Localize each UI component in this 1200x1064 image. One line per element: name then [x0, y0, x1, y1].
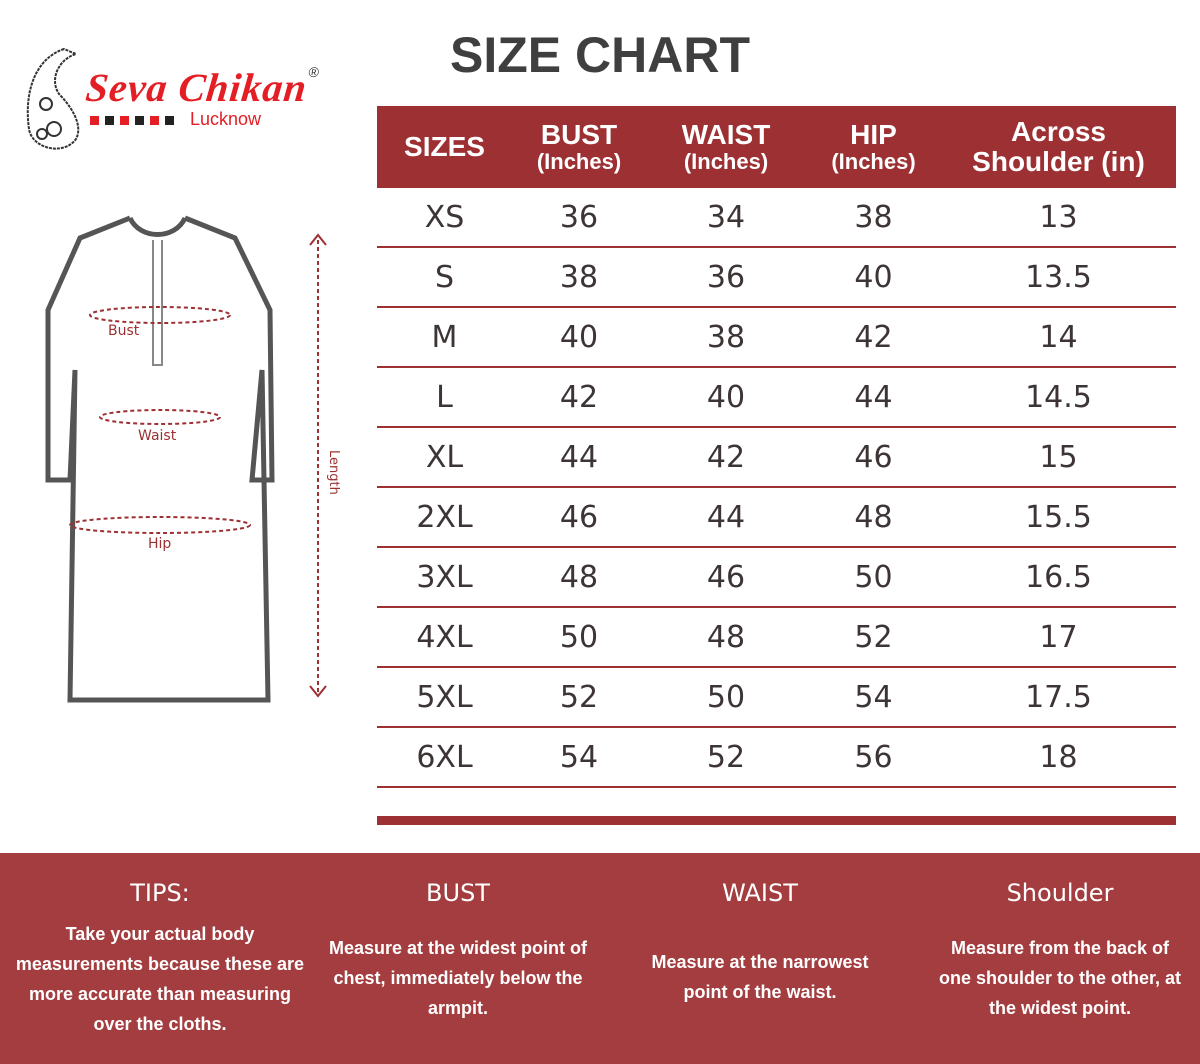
value-cell: 44: [706, 499, 746, 535]
value-cell: 52: [559, 679, 599, 715]
table-row: 3XL 48 46 50 16.5: [377, 548, 1176, 608]
size-table: SIZES BUST (Inches) WAIST (Inches) HIP (Inc…: [377, 106, 1176, 825]
value-cell: 50: [854, 559, 893, 595]
table-row: XS 36 34 38 13: [377, 188, 1176, 248]
table-row: 2XL 46 44 48 15.5: [377, 488, 1176, 548]
brand-name: Seva Chikan®: [83, 64, 321, 110]
value-cell: 13: [1039, 199, 1078, 235]
value-cell: 15.5: [1025, 499, 1092, 535]
value-cell: 36: [559, 199, 599, 235]
value-cell: 17: [1039, 619, 1078, 655]
kurta-illustration: Bust Waist Hip Length: [45, 215, 341, 703]
table-end-bar: [377, 816, 1176, 825]
value-cell: 48: [559, 559, 599, 595]
value-cell: 44: [854, 379, 893, 415]
value-cell: 42: [854, 319, 893, 355]
value-cell: 48: [854, 499, 893, 535]
value-cell: 15: [1039, 439, 1078, 475]
size-cell: M: [431, 319, 458, 355]
value-cell: 36: [706, 259, 746, 295]
value-cell: 48: [706, 619, 746, 655]
value-cell: 44: [559, 439, 599, 475]
value-cell: 50: [559, 619, 599, 655]
size-cell: 4XL: [416, 619, 473, 655]
value-cell: 54: [854, 679, 893, 715]
size-cell: XL: [425, 439, 464, 475]
size-cell: 6XL: [416, 739, 473, 775]
waist-label: Waist: [138, 428, 177, 444]
value-cell: 40: [559, 319, 599, 355]
size-cell: 3XL: [416, 559, 473, 595]
value-cell: 54: [559, 739, 599, 775]
paisley-icon: [26, 47, 80, 150]
value-cell: 38: [854, 199, 893, 235]
page-title: SIZE CHART: [450, 27, 750, 83]
hip-label: Hip: [148, 536, 171, 552]
value-cell: 18: [1039, 739, 1078, 775]
length-label: Length: [326, 450, 341, 495]
value-cell: 40: [854, 259, 893, 295]
value-cell: 14: [1039, 319, 1078, 355]
value-cell: 46: [559, 499, 599, 535]
table-header: SIZES BUST (Inches) WAIST (Inches) HIP (Inc…: [377, 106, 1176, 188]
value-cell: 46: [706, 559, 746, 595]
size-cell: S: [434, 259, 455, 295]
size-cell: L: [436, 379, 453, 415]
brand-city: Lucknow: [190, 109, 262, 129]
value-cell: 14.5: [1025, 379, 1092, 415]
table-row: M 40 38 42 14: [377, 308, 1176, 368]
value-cell: 50: [706, 679, 746, 715]
table-row: XL 44 42 46 15: [377, 428, 1176, 488]
size-cell: XS: [424, 199, 465, 235]
value-cell: 13.5: [1025, 259, 1092, 295]
table-row: 6XL 54 52 56 18: [377, 728, 1176, 788]
value-cell: 17.5: [1025, 679, 1092, 715]
value-cell: 46: [854, 439, 893, 475]
bust-label: Bust: [108, 323, 140, 339]
table-row: 4XL 50 48 52 17: [377, 608, 1176, 668]
value-cell: 52: [854, 619, 893, 655]
table-row: L 42 40 44 14.5: [377, 368, 1176, 428]
value-cell: 34: [706, 199, 746, 235]
value-cell: 52: [706, 739, 746, 775]
value-cell: 38: [706, 319, 746, 355]
value-cell: 56: [854, 739, 893, 775]
table-row: S 38 36 40 13.5: [377, 248, 1176, 308]
size-cell: 5XL: [416, 679, 473, 715]
tips-panel: TIPS: Take your actual body measurements …: [0, 853, 1200, 1064]
value-cell: 42: [559, 379, 599, 415]
value-cell: 42: [706, 439, 746, 475]
table-row: 5XL 52 50 54 17.5: [377, 668, 1176, 728]
size-cell: 2XL: [416, 499, 473, 535]
value-cell: 38: [559, 259, 599, 295]
value-cell: 16.5: [1025, 559, 1092, 595]
value-cell: 40: [706, 379, 746, 415]
